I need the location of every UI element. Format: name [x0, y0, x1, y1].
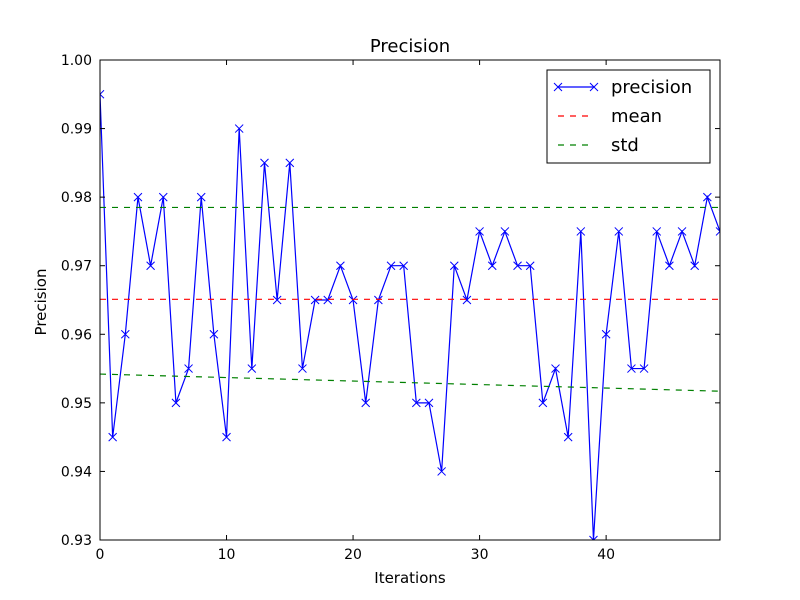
data-point	[462, 295, 472, 305]
data-point	[589, 535, 598, 540]
legend-label-mean: mean	[611, 106, 662, 127]
data-point	[260, 158, 269, 168]
legend-label-std: std	[611, 135, 639, 156]
data-point	[399, 261, 409, 271]
legend-label-precision: precision	[611, 77, 692, 98]
data-point	[627, 364, 636, 373]
data-point	[310, 295, 320, 305]
x-tick-label: 0	[96, 547, 105, 563]
data-point	[222, 432, 231, 442]
y-tick-label: 0.94	[61, 464, 92, 480]
chart-title: Precision	[370, 36, 450, 57]
data-point	[272, 295, 282, 305]
data-point	[247, 364, 257, 373]
data-point	[551, 364, 560, 373]
y-tick-label: 0.96	[61, 327, 92, 343]
data-point	[285, 158, 295, 168]
data-point	[386, 261, 396, 271]
data-point	[665, 261, 674, 271]
x-tick-label: 30	[471, 547, 489, 563]
data-point	[209, 329, 219, 339]
data-point	[348, 295, 358, 305]
data-point	[513, 261, 522, 271]
axis-ticks: 0 10 20 30 40 0.93 0.94 0.95 0.96 0.97 0.98 0.99 1.0…	[61, 53, 720, 563]
data-point	[487, 261, 497, 271]
data-point	[171, 398, 181, 408]
data-point	[100, 89, 105, 99]
data-point	[361, 398, 371, 408]
data-point	[158, 192, 168, 202]
data-point	[690, 261, 700, 271]
data-point	[146, 261, 155, 271]
y-tick-label: 0.99	[61, 122, 92, 138]
data-point	[323, 295, 333, 305]
y-tick-label: 0.98	[61, 190, 92, 206]
data-point	[234, 124, 244, 133]
legend-marker	[589, 82, 599, 92]
y-axis-label: Precision	[32, 269, 50, 336]
plot-area	[100, 89, 720, 540]
data-point	[336, 261, 345, 271]
y-tick-label: 0.95	[61, 396, 92, 412]
data-point	[563, 432, 573, 442]
data-point	[424, 398, 434, 408]
data-point	[411, 398, 421, 408]
data-point	[108, 432, 118, 442]
data-point	[437, 467, 446, 476]
data-point	[601, 329, 611, 339]
data-point	[639, 364, 649, 373]
data-point	[374, 295, 383, 305]
legend-marker	[553, 82, 563, 92]
data-point	[196, 192, 206, 202]
series-line-precision	[100, 94, 720, 540]
x-axis-label: Iterations	[374, 569, 446, 587]
data-point	[538, 398, 548, 408]
data-point	[449, 261, 459, 271]
data-point	[715, 227, 720, 236]
data-point	[500, 227, 510, 236]
plot-frame	[99, 59, 721, 541]
data-point	[702, 192, 712, 202]
y-tick-label: 0.97	[61, 259, 92, 275]
legend: precision mean std	[546, 69, 711, 164]
data-point	[475, 227, 484, 236]
data-point	[677, 227, 687, 236]
data-point	[120, 329, 130, 339]
data-point	[614, 227, 624, 236]
x-tick-label: 10	[218, 547, 236, 563]
data-point	[576, 227, 586, 236]
data-point	[184, 364, 193, 373]
series-line-std-lower	[100, 373, 720, 392]
x-tick-label: 20	[344, 547, 362, 563]
x-tick-label: 40	[597, 547, 615, 563]
y-tick-label: 1.00	[61, 53, 92, 69]
data-point	[525, 261, 535, 271]
y-tick-label: 0.93	[61, 533, 92, 549]
data-point	[133, 192, 143, 202]
data-point	[298, 364, 307, 373]
data-point	[652, 227, 662, 236]
